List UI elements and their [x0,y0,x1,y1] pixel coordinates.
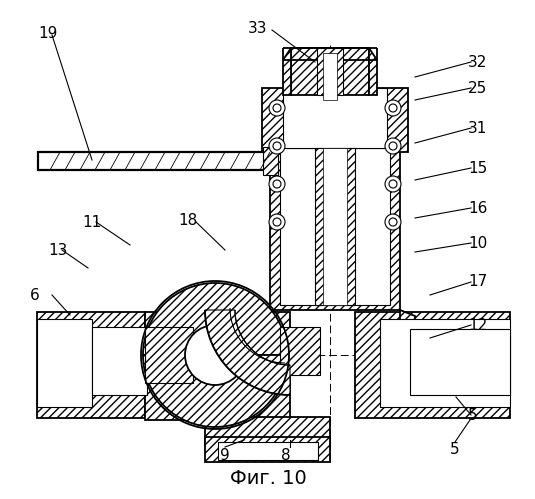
Text: Фиг. 10: Фиг. 10 [230,469,307,488]
Bar [317,48,343,95]
Polygon shape [369,48,377,95]
Bar [145,312,290,420]
Bar [280,148,390,305]
Bar [263,147,278,175]
Text: 16: 16 [468,201,487,216]
Text: 6: 6 [30,287,40,302]
Text: 13: 13 [48,243,67,257]
Bar [380,319,510,407]
Bar [323,53,337,100]
Circle shape [185,325,245,385]
Polygon shape [283,48,291,95]
Bar [280,327,320,375]
Text: 5: 5 [468,408,478,423]
Bar [315,148,355,305]
Circle shape [269,138,285,154]
Text: 15: 15 [468,161,487,176]
Polygon shape [245,310,270,340]
Circle shape [389,180,397,188]
Circle shape [273,104,281,112]
Bar [37,312,145,418]
Circle shape [385,214,401,230]
Bar [37,319,92,407]
Text: 8: 8 [281,448,291,463]
Circle shape [385,100,401,116]
Circle shape [389,104,397,112]
Text: 12: 12 [468,317,487,332]
Text: 9: 9 [220,448,230,463]
Bar [218,442,318,460]
Text: 25: 25 [468,80,487,95]
Wedge shape [143,355,287,427]
Bar [145,327,193,383]
Polygon shape [205,310,290,395]
Circle shape [389,218,397,226]
Circle shape [269,176,285,192]
Text: 17: 17 [468,274,487,289]
Bar [205,437,330,462]
Circle shape [389,142,397,150]
Text: 18: 18 [178,213,197,228]
Bar [410,329,510,395]
Circle shape [273,218,281,226]
Wedge shape [143,283,287,355]
Circle shape [269,100,285,116]
Bar [262,88,408,152]
Bar [270,145,400,310]
Text: 5: 5 [450,443,460,458]
Text: 31: 31 [468,120,487,136]
Polygon shape [400,310,415,330]
Bar [38,152,270,170]
Text: 19: 19 [38,25,57,40]
Circle shape [385,176,401,192]
Bar [355,312,510,418]
Text: 33: 33 [248,20,268,35]
Circle shape [273,142,281,150]
Bar [283,88,387,148]
Circle shape [269,214,285,230]
Circle shape [385,138,401,154]
Text: 11: 11 [82,215,101,230]
Bar [92,327,147,395]
Circle shape [273,180,281,188]
Bar [323,148,347,305]
Text: 10: 10 [468,236,487,250]
Text: 32: 32 [468,54,487,69]
Bar [291,48,369,95]
Bar [205,417,330,445]
